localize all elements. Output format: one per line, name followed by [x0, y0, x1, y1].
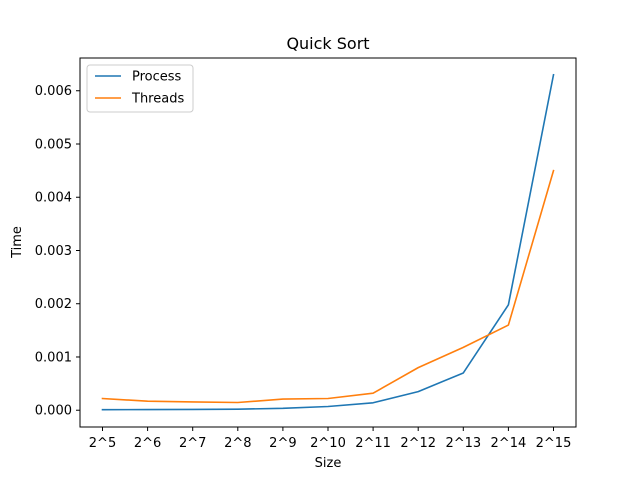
series-line-process: [101, 73, 555, 411]
x-tick-label: 2^8: [224, 436, 251, 451]
x-tick-label: 2^14: [491, 436, 527, 451]
series-line-threads: [101, 169, 555, 404]
y-tick-label: 0.004: [35, 191, 72, 206]
chart-title: Quick Sort: [286, 34, 369, 53]
x-axis-label: Size: [315, 456, 342, 471]
x-tick-label: 2^11: [355, 436, 391, 451]
y-tick-label: 0.006: [35, 84, 72, 99]
series-layer: [101, 73, 555, 411]
legend-label-threads: Threads: [131, 92, 184, 107]
x-tick-label: 2^9: [269, 436, 296, 451]
x-tick-label: 2^15: [536, 436, 572, 451]
x-tick-label: 2^10: [310, 436, 346, 451]
x-axis: 2^5 2^6 2^7 2^8 2^9 2^10 2^11 2^12 2^13 2^14 2^15: [89, 427, 572, 451]
y-tick-label: 0.002: [35, 297, 72, 312]
x-tick-label: 2^13: [445, 436, 481, 451]
legend-label-process: Process: [132, 70, 182, 85]
legend: Process Threads: [86, 64, 194, 113]
y-tick-label: 0.000: [35, 404, 72, 419]
y-tick-label: 0.005: [35, 137, 72, 152]
y-axis-label: Time: [10, 226, 25, 259]
x-tick-label: 2^7: [179, 436, 206, 451]
x-tick-label: 2^6: [134, 436, 161, 451]
y-tick-label: 0.001: [35, 350, 72, 365]
y-tick-label: 0.003: [35, 244, 72, 259]
y-axis: 0.000 0.001 0.002 0.003 0.004 0.005 0.006: [35, 84, 80, 419]
x-tick-label: 2^12: [400, 436, 436, 451]
x-tick-label: 2^5: [89, 436, 116, 451]
